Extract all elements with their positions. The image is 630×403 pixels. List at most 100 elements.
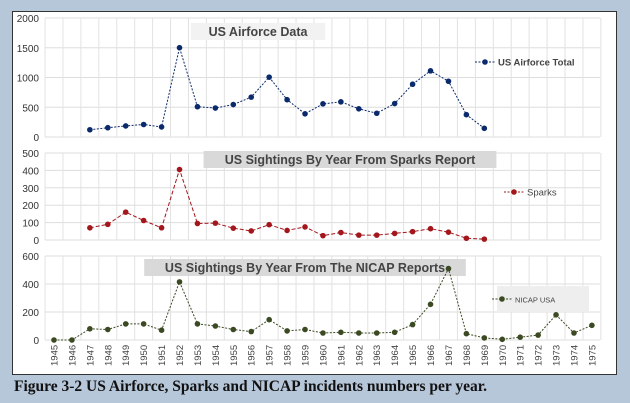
data-point (122, 209, 129, 215)
data-point (356, 105, 362, 112)
x-tick-label: 1965 (408, 345, 419, 366)
data-point (122, 321, 129, 327)
data-point (104, 221, 111, 228)
data-point (140, 321, 147, 327)
data-point (373, 232, 380, 238)
chart-title-bg (144, 259, 466, 276)
x-tick-label: 1946 (67, 345, 78, 366)
data-point (158, 225, 165, 231)
data-point (87, 225, 93, 231)
y-tick-label: 1500 (17, 44, 40, 55)
data-point (517, 334, 523, 341)
data-point (194, 321, 201, 327)
x-tick-label: 1958 (283, 345, 294, 366)
y-tick-label: 200 (22, 201, 39, 212)
y-tick-label: 0 (33, 236, 39, 247)
data-point (409, 321, 416, 328)
legend-marker (511, 189, 517, 195)
y-tick-label: 0 (33, 133, 39, 144)
data-point (212, 323, 219, 329)
chart-title: US Airforce Data (209, 25, 309, 39)
data-point (176, 44, 183, 51)
y-tick-label: 200 (22, 308, 39, 319)
data-point (266, 74, 272, 80)
data-point (284, 328, 290, 334)
x-tick-label: 1970 (498, 345, 509, 366)
data-point (284, 96, 290, 103)
x-tick-label: 1959 (301, 345, 312, 366)
x-tick-label: 1967 (444, 345, 455, 366)
x-tick-label: 1955 (229, 345, 240, 366)
data-point (266, 316, 272, 323)
x-tick-label: 1975 (587, 345, 598, 366)
x-tick-label: 1974 (569, 345, 580, 366)
data-point (481, 236, 488, 242)
data-point (87, 326, 93, 332)
data-point (409, 81, 416, 88)
data-point (571, 330, 577, 336)
x-tick-label: 1968 (462, 345, 473, 366)
series-line (89, 45, 485, 131)
data-point (391, 100, 398, 107)
data-point (391, 329, 398, 336)
y-tick-label: 600 (22, 252, 39, 263)
data-point (194, 103, 201, 110)
data-point (230, 101, 237, 108)
y-tick-label: 300 (22, 184, 39, 195)
data-point (445, 78, 452, 85)
chart-title-bg (190, 23, 326, 40)
data-point (463, 330, 470, 337)
data-point (176, 279, 183, 285)
data-point (248, 328, 255, 335)
data-point (104, 124, 111, 131)
data-point (158, 124, 165, 130)
data-point (553, 312, 559, 318)
x-tick-label: 1966 (426, 345, 437, 366)
data-point (499, 336, 506, 343)
data-point (445, 229, 452, 235)
figure-caption: Figure 3-2 US Airforce, Sparks and NICAP… (14, 378, 488, 395)
data-point (463, 235, 470, 242)
data-point (302, 224, 308, 230)
x-tick-label: 1952 (175, 345, 186, 366)
x-tick-label: 1971 (516, 345, 527, 366)
x-tick-label: 1945 (50, 345, 61, 366)
data-point (284, 227, 290, 234)
data-point (445, 265, 452, 272)
data-point (302, 110, 308, 117)
data-point (338, 329, 344, 336)
data-point (338, 229, 344, 236)
data-point (373, 110, 380, 117)
x-tick-label: 1964 (390, 345, 401, 366)
legend-marker (499, 296, 505, 302)
data-point (356, 232, 362, 238)
data-point (338, 99, 344, 105)
y-tick-label: 1000 (17, 74, 40, 85)
legend-label: Sparks (527, 188, 557, 199)
y-tick-label: 2000 (17, 14, 40, 25)
legend-box (497, 286, 589, 312)
data-point (589, 322, 595, 329)
legend-label: US Airforce Total (498, 58, 575, 69)
data-point (69, 337, 75, 343)
data-point (356, 330, 362, 336)
data-point (140, 121, 147, 128)
data-point (373, 330, 380, 336)
data-point (302, 326, 308, 333)
data-point (427, 225, 434, 232)
x-tick-label: 1961 (336, 345, 347, 366)
data-point (51, 337, 57, 343)
data-point (427, 68, 434, 74)
x-tick-label: 1949 (121, 345, 132, 366)
data-point (140, 217, 147, 224)
data-point (320, 232, 326, 239)
legend-label: NICAP USA (515, 296, 555, 305)
x-tick-label: 1969 (480, 345, 491, 366)
data-point (194, 220, 201, 227)
data-point (230, 225, 237, 231)
data-point (122, 123, 129, 129)
x-tick-label: 1950 (139, 345, 150, 366)
x-tick-label: 1960 (318, 345, 329, 366)
x-tick-label: 1957 (265, 345, 276, 366)
